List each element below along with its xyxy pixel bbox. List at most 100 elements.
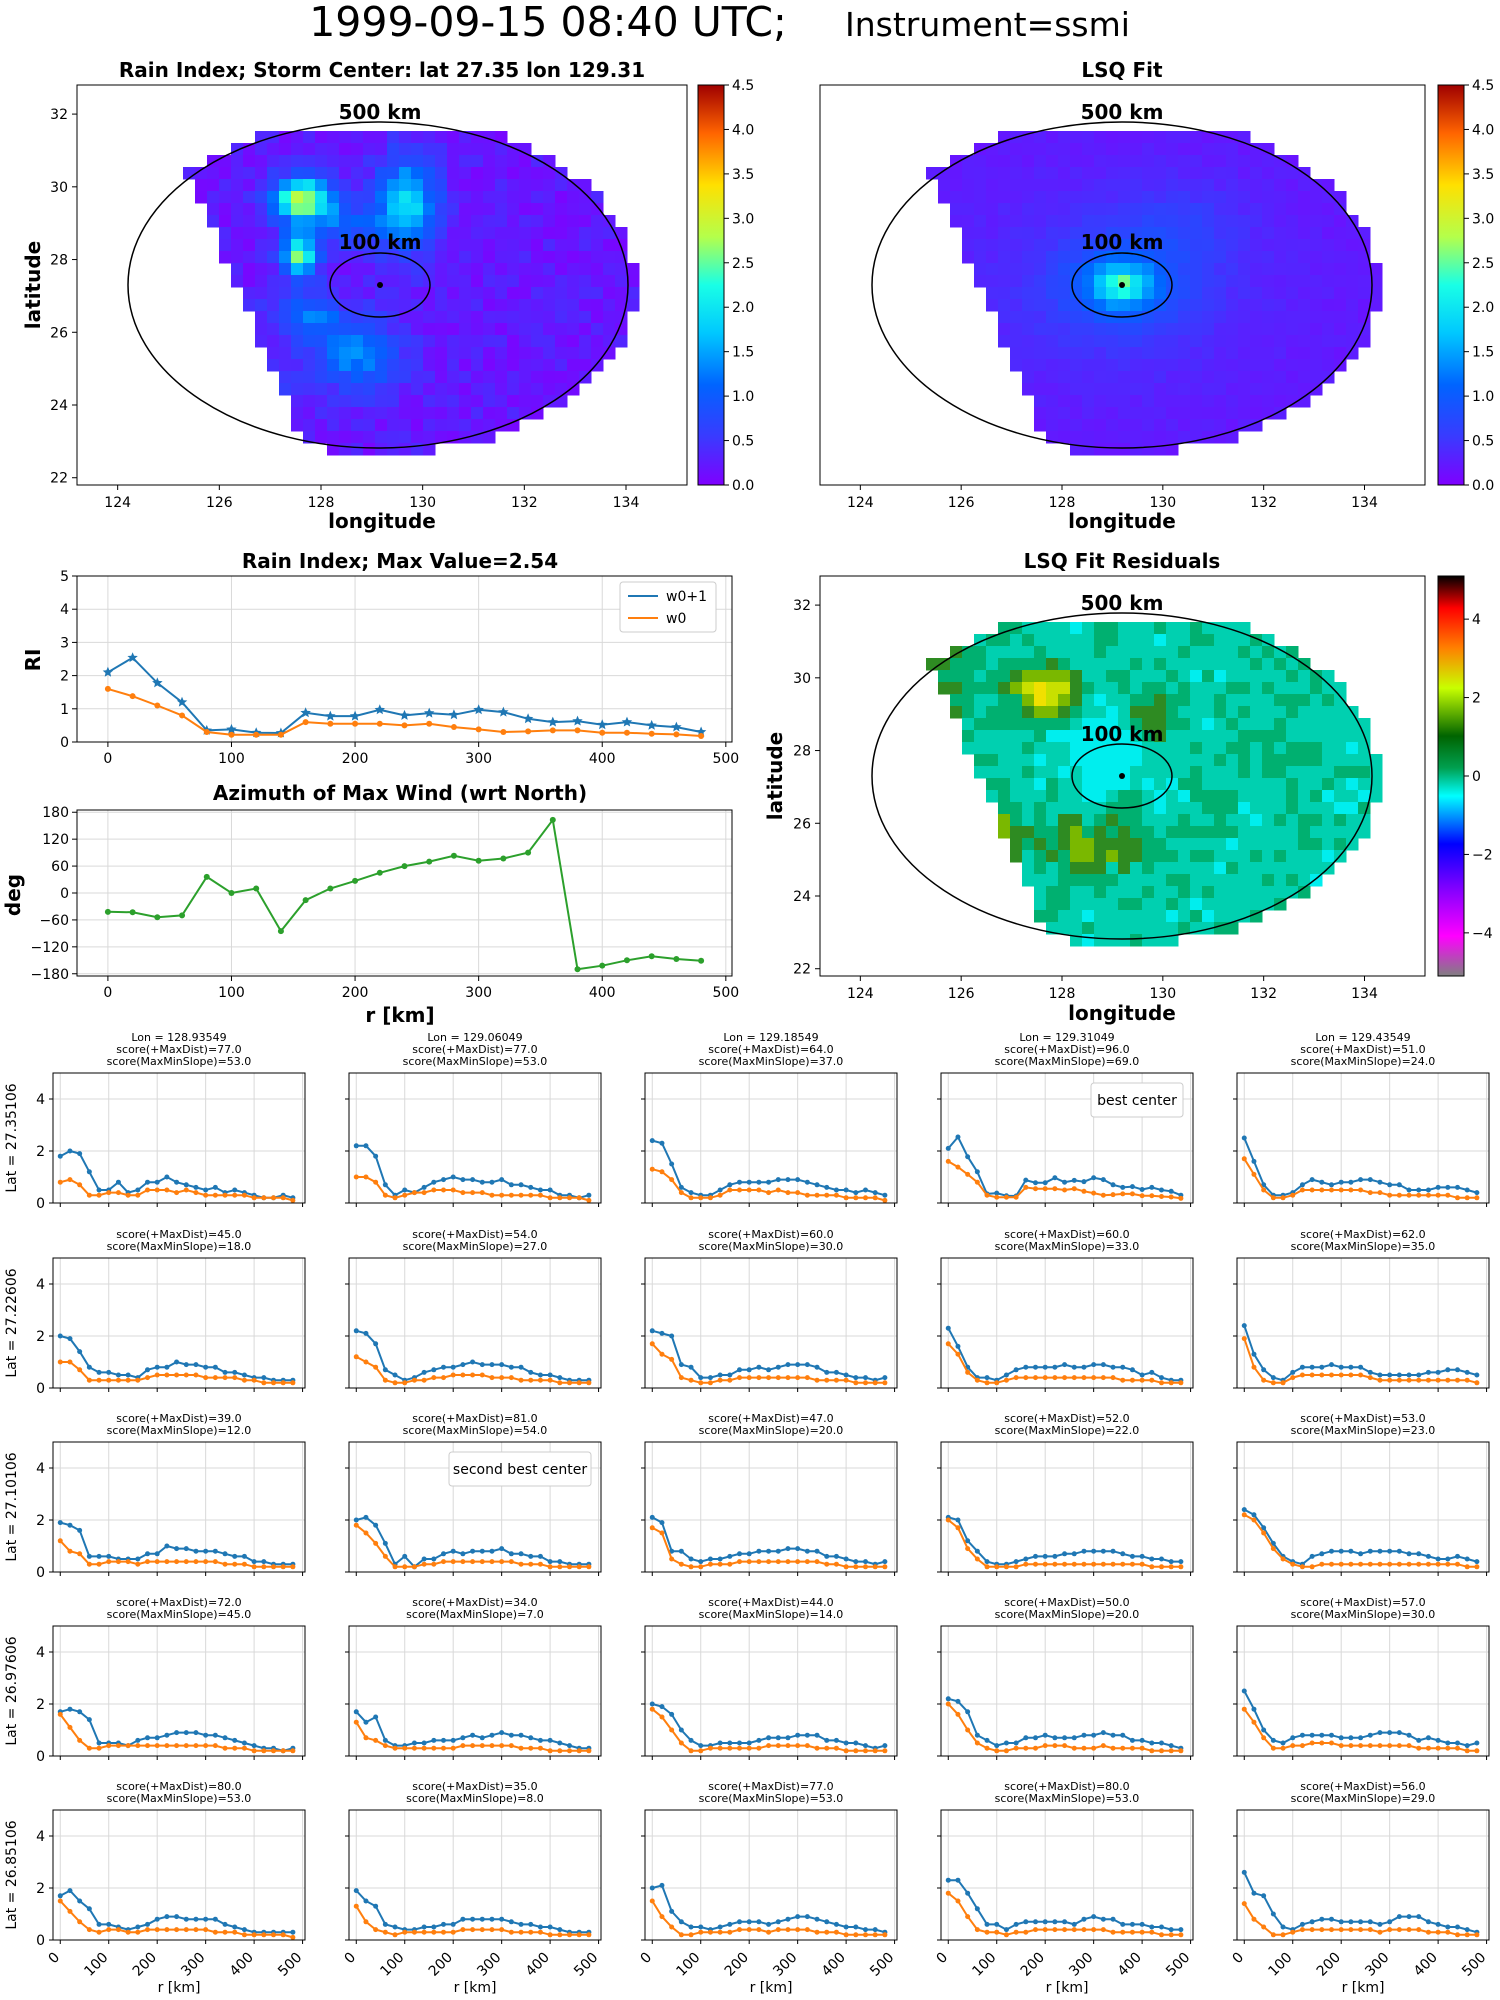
data-point — [863, 1564, 868, 1570]
y-tick-label: 0 — [36, 1565, 45, 1581]
swath-cell — [1058, 179, 1071, 192]
data-point — [984, 1375, 990, 1381]
swath-cell — [531, 263, 544, 276]
swath-cell — [303, 191, 316, 204]
data-point — [402, 1380, 408, 1386]
swath-cell — [483, 407, 496, 420]
data-point — [1406, 1561, 1412, 1567]
swath-cell — [1286, 383, 1299, 396]
swath-cell — [231, 227, 244, 240]
swath-cell — [1190, 227, 1203, 240]
swath-cell — [1274, 850, 1287, 863]
swath-cell — [1034, 131, 1047, 144]
data-point — [1367, 1375, 1373, 1381]
swath-cell — [1058, 814, 1071, 827]
data-point — [1042, 1186, 1048, 1192]
data-point — [1329, 1182, 1334, 1188]
swath-cell — [507, 383, 520, 396]
swath-cell — [411, 179, 424, 192]
swath-cell — [423, 419, 436, 432]
swath-cell — [483, 311, 496, 324]
swath-cell — [1154, 922, 1167, 935]
swath-cell — [327, 131, 340, 144]
swath-cell — [1322, 311, 1335, 324]
data-point — [1129, 1553, 1135, 1559]
swath-cell — [339, 203, 352, 216]
data-point — [659, 1530, 665, 1536]
plot-frame — [940, 1072, 1194, 1204]
data-point — [1367, 1561, 1373, 1567]
swath-cell — [1154, 347, 1167, 360]
swath-cell — [1154, 371, 1167, 384]
data-point — [1091, 1927, 1097, 1933]
swath-cell — [1286, 359, 1299, 372]
swath-cell — [1094, 790, 1107, 803]
swath-cell — [1262, 634, 1275, 647]
swath-cell — [483, 155, 496, 168]
swath-cell — [1166, 155, 1179, 168]
swath-cell — [1202, 814, 1215, 827]
swath-cell — [531, 215, 544, 228]
data-point — [833, 1745, 839, 1751]
data-point — [154, 1927, 160, 1933]
data-point — [57, 1538, 63, 1544]
swath-cell — [1346, 311, 1359, 324]
swath-cell — [1046, 227, 1059, 240]
swath-cell — [303, 371, 316, 384]
data-point — [1100, 1177, 1106, 1183]
data-point — [1110, 1929, 1116, 1935]
swath-cell — [1238, 814, 1251, 827]
data-point — [1416, 1551, 1422, 1557]
swath-cell — [1346, 347, 1359, 360]
swath-cell — [1082, 718, 1095, 731]
swath-cell — [603, 335, 616, 348]
swath-cell — [411, 431, 424, 444]
swath-cell — [1070, 622, 1083, 635]
swath-cell — [207, 179, 220, 192]
swath-cell — [1214, 359, 1227, 372]
data-point — [1396, 1372, 1402, 1378]
swath-cell — [1250, 347, 1263, 360]
data-point — [707, 1556, 713, 1562]
swath-cell — [1046, 910, 1059, 923]
swath-cell — [1250, 299, 1263, 312]
swath-cell — [363, 203, 376, 216]
data-point — [508, 1182, 514, 1188]
data-point — [203, 1732, 209, 1738]
swath-cell — [1130, 730, 1143, 743]
swath-cell — [483, 167, 496, 180]
swath-cell — [1070, 826, 1083, 839]
swath-cell — [387, 299, 400, 312]
data-point — [586, 1380, 592, 1386]
swath-cell — [435, 203, 448, 216]
swath-cell — [1058, 395, 1071, 408]
swath-cell — [1094, 670, 1107, 683]
swath-cell — [1322, 227, 1335, 240]
data-point — [649, 1898, 655, 1904]
data-point — [717, 1924, 723, 1930]
data-point — [984, 1737, 990, 1743]
swath-cell — [1214, 754, 1227, 767]
swath-cell — [1118, 347, 1131, 360]
y-tick-label: 120 — [42, 832, 69, 848]
data-point — [1139, 1372, 1145, 1378]
data-point — [154, 1916, 160, 1922]
swath-cell — [1250, 670, 1263, 683]
swath-cell — [1142, 694, 1155, 707]
swath-cell — [555, 179, 568, 192]
data-point — [785, 1916, 791, 1922]
x-tick-label: 0 — [933, 1950, 951, 1968]
data-point — [154, 1551, 160, 1557]
data-point — [1406, 1551, 1412, 1557]
swath-cell — [1058, 742, 1071, 755]
data-point — [1416, 1561, 1422, 1567]
swath-cell — [1106, 155, 1119, 168]
y-tick-label: 5 — [60, 569, 69, 585]
data-point — [882, 1748, 888, 1754]
swath-cell — [1094, 383, 1107, 396]
swath-cell — [375, 443, 388, 456]
swath-cell — [543, 179, 556, 192]
swath-cell — [303, 311, 316, 324]
data-point — [833, 1929, 839, 1935]
data-point — [698, 1559, 704, 1565]
